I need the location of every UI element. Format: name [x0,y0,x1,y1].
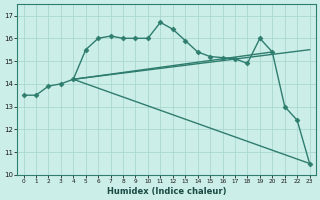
X-axis label: Humidex (Indice chaleur): Humidex (Indice chaleur) [107,187,226,196]
